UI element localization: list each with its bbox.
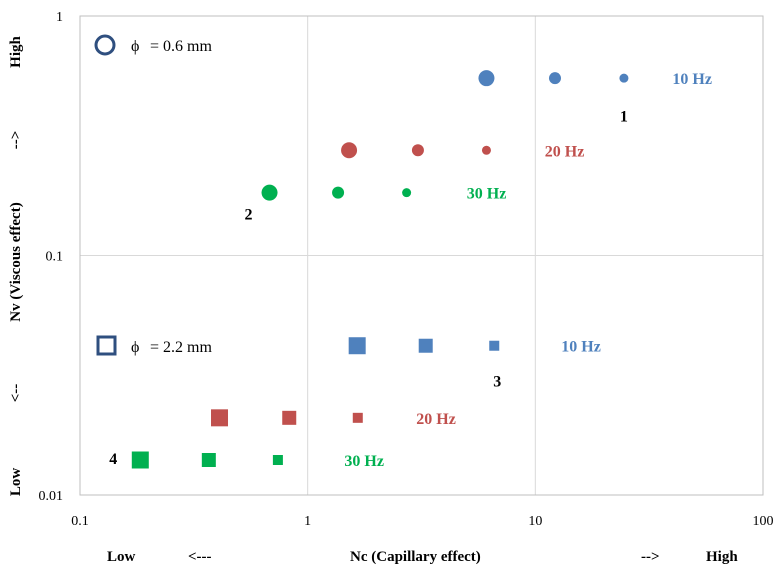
region-number-label: 3	[493, 374, 501, 391]
data-point-square	[282, 410, 297, 425]
x-axis-low: Low	[107, 549, 136, 565]
legend-square-marker	[96, 335, 117, 356]
data-point-square	[201, 453, 216, 468]
data-point-circle	[411, 144, 424, 157]
legend-circle-marker	[94, 34, 116, 56]
region-number-label: 1	[620, 108, 628, 125]
data-point-circle	[332, 186, 345, 199]
frequency-label: 10 Hz	[561, 339, 601, 356]
frequency-label: 30 Hz	[344, 453, 384, 470]
data-point-circle	[481, 145, 491, 155]
x-tick-label: 100	[753, 514, 774, 529]
axis-ticks: 0.1 1 10 100 0.01 0.1 1	[39, 10, 774, 529]
x-tick-label: 10	[528, 514, 542, 529]
data-markers	[131, 70, 629, 469]
legend-diameter-0-6: ϕ = 0.6 mm	[94, 34, 212, 56]
x-axis-low-arrow: <---	[188, 549, 212, 565]
y-tick-label: 0.1	[46, 250, 64, 265]
grid	[80, 16, 763, 495]
legend-label: = 2.2 mm	[150, 339, 212, 356]
y-axis-low: Low	[8, 468, 24, 497]
x-axis-high: High	[706, 549, 738, 565]
x-tick-label: 1	[304, 514, 311, 529]
data-point-circle	[548, 72, 561, 85]
region-number-label: 4	[109, 451, 117, 468]
frequency-label: 20 Hz	[545, 143, 585, 160]
data-point-circle	[402, 188, 412, 198]
y-axis-high-arrow: -->	[8, 131, 24, 150]
legend-diameter-2-2: ϕ = 2.2 mm	[96, 335, 212, 356]
y-tick-label: 0.01	[39, 489, 64, 504]
data-point-square	[418, 338, 433, 353]
data-point-circle	[478, 70, 495, 87]
x-axis-high-arrow: -->	[641, 549, 660, 565]
legend-phi-symbol: ϕ	[131, 339, 139, 356]
x-tick-label: 0.1	[71, 514, 89, 529]
data-point-square	[131, 451, 149, 469]
data-point-circle	[619, 73, 629, 83]
data-point-circle	[341, 142, 358, 159]
y-tick-label: 1	[56, 10, 63, 25]
frequency-label: 10 Hz	[672, 71, 712, 88]
y-axis-high: High	[8, 36, 24, 68]
data-point-square	[272, 455, 283, 466]
y-axis-title: Nv (Viscous effect)	[8, 202, 24, 321]
legend-label: = 0.6 mm	[150, 38, 212, 55]
data-point-square	[352, 412, 363, 423]
y-axis-low-arrow: <--	[8, 384, 24, 403]
frequency-label: 20 Hz	[416, 411, 456, 428]
region-number-label: 2	[245, 206, 253, 223]
x-axis-title: Nc (Capillary effect)	[350, 549, 481, 565]
legend-phi-symbol: ϕ	[131, 38, 139, 55]
plot-area-frame	[79, 15, 764, 496]
frequency-label: 30 Hz	[467, 186, 507, 203]
data-point-square	[348, 337, 366, 355]
data-point-circle	[261, 184, 278, 201]
annotations: 10 Hz 20 Hz 30 Hz 10 Hz 20 Hz 30 Hz 1 2 3 4	[109, 71, 712, 470]
data-point-square	[489, 340, 500, 351]
data-point-square	[211, 409, 229, 427]
